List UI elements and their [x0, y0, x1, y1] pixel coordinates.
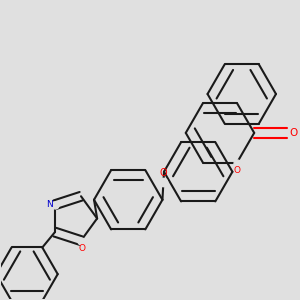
Text: O: O	[234, 166, 241, 175]
Text: N: N	[46, 200, 52, 209]
Text: O: O	[160, 168, 167, 178]
Text: O: O	[78, 244, 85, 253]
Text: O: O	[289, 128, 297, 138]
